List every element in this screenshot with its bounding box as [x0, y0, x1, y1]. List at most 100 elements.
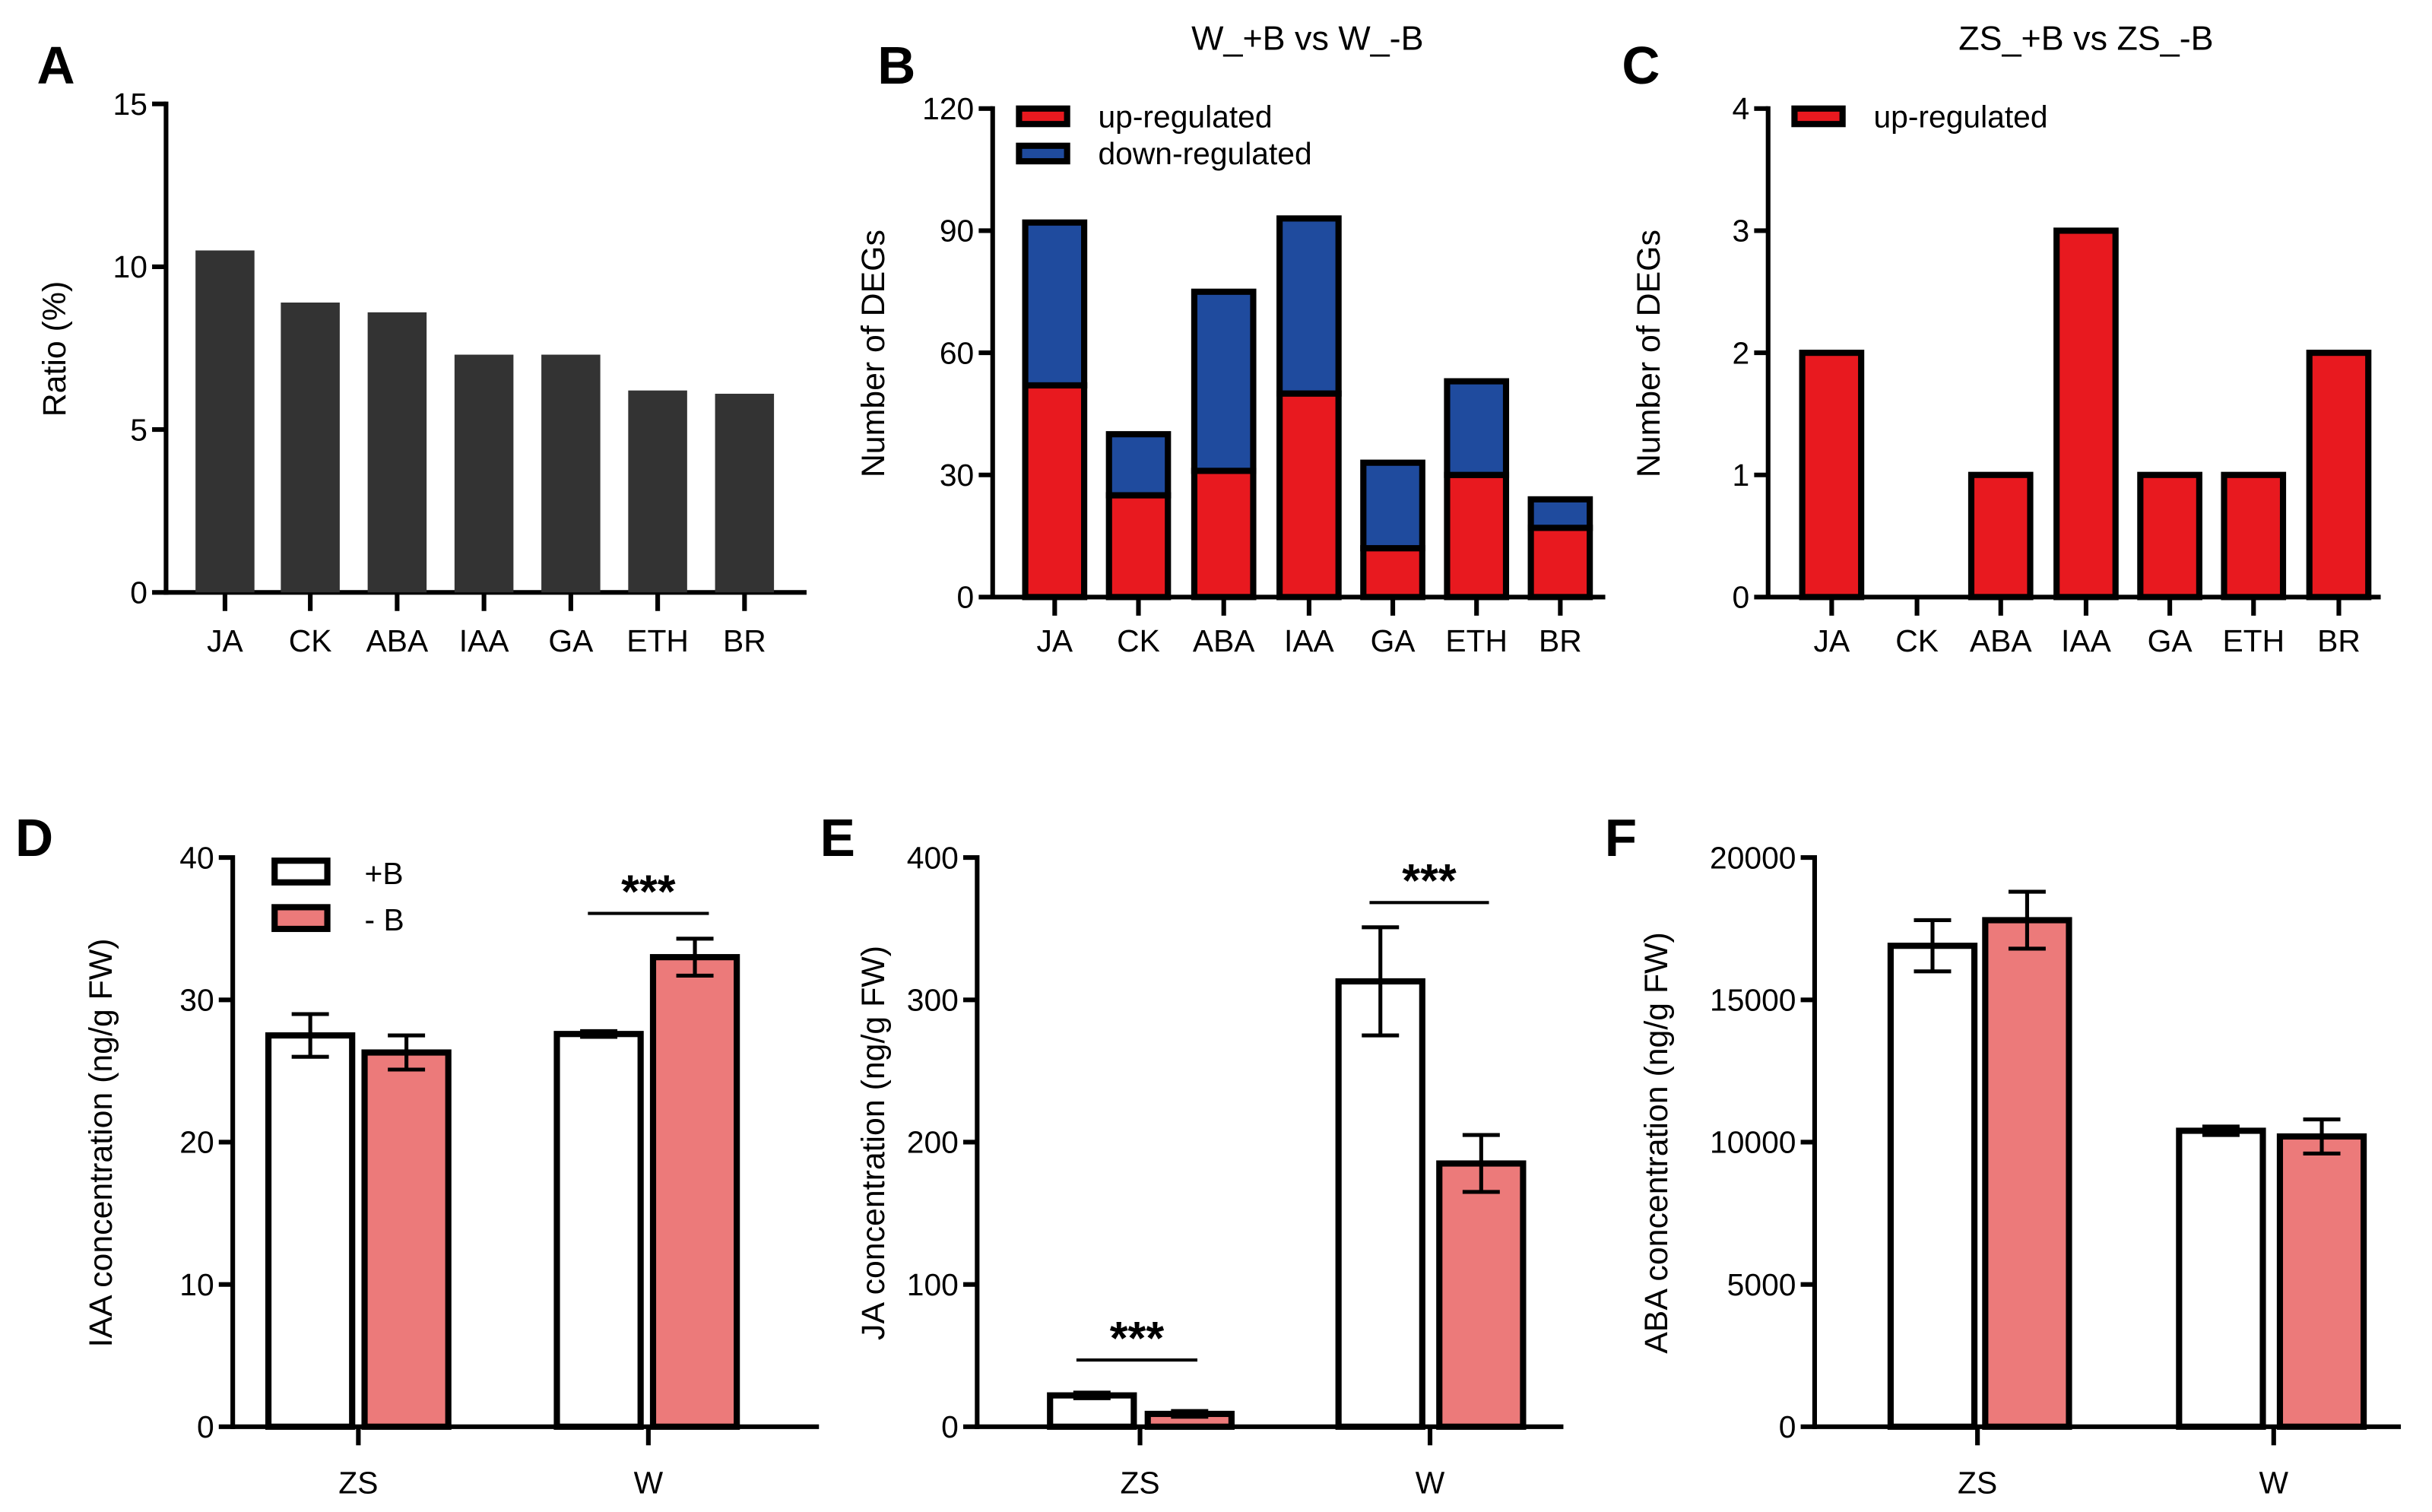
- x-tick-label: ABA: [366, 623, 429, 658]
- bar-W-+B: [1335, 978, 1425, 1430]
- panel-letter-A: A: [37, 36, 75, 95]
- y-axis-label: IAA concentration (ng/g FW): [83, 938, 119, 1347]
- bar-JA-down-regulated: [1022, 219, 1088, 389]
- y-tick-label: 2: [1733, 335, 1750, 370]
- x-tick-label: IAA: [459, 623, 510, 658]
- bar-W-+B: [553, 1031, 644, 1430]
- bar-W-- B: [1436, 1160, 1527, 1430]
- x-tick-label: BR: [2317, 623, 2361, 658]
- legend-swatch-up-regulated: [1016, 105, 1070, 128]
- bar-GA-up-regulated: [1360, 545, 1425, 601]
- significance-stars: ***: [621, 865, 676, 917]
- y-axis-label: JA concentration (ng/g FW): [855, 946, 892, 1340]
- bar-BR-up-regulated: [1527, 525, 1593, 601]
- y-tick-label: 200: [907, 1125, 959, 1160]
- x-tick-label: JA: [1814, 623, 1850, 658]
- bar-JA-up-regulated: [1022, 382, 1088, 601]
- x-tick-label: ZS: [1120, 1466, 1159, 1501]
- bar-IAA: [454, 354, 514, 593]
- y-tick-label: 15: [113, 87, 147, 122]
- y-tick-label: 120: [922, 91, 974, 126]
- bar-IAA-down-regulated: [1276, 215, 1342, 397]
- legend-label: - B: [365, 902, 404, 937]
- legend-label: up-regulated: [1873, 99, 2047, 134]
- legend-label: up-regulated: [1098, 99, 1272, 134]
- bar-ABA-up-regulated: [1967, 471, 2034, 601]
- bar-CK: [281, 303, 340, 593]
- panel-letter-D: D: [15, 808, 53, 867]
- x-tick-label: JA: [1037, 623, 1073, 658]
- x-tick-label: ETH: [626, 623, 689, 658]
- y-tick-label: 5: [130, 412, 147, 447]
- y-tick-label: 0: [130, 575, 147, 610]
- y-tick-label: 30: [940, 458, 974, 493]
- legend-label: down-regulated: [1098, 136, 1311, 171]
- panel-letter-F: F: [1605, 808, 1637, 867]
- legend-swatch-- B: [271, 904, 331, 933]
- y-tick-label: 30: [179, 983, 214, 1018]
- bar-ETH-down-regulated: [1444, 378, 1510, 478]
- y-tick-label: 0: [1733, 580, 1750, 615]
- x-tick-label: ZS: [338, 1466, 378, 1501]
- bar-ABA-up-regulated: [1191, 468, 1257, 601]
- x-tick-label: IAA: [1284, 623, 1335, 658]
- bar-GA-up-regulated: [2137, 471, 2202, 601]
- x-tick-label: W: [634, 1466, 664, 1501]
- x-tick-label: JA: [207, 623, 243, 658]
- y-tick-label: 10: [113, 249, 147, 284]
- chart-title: W_+B vs W_-B: [1191, 18, 1423, 57]
- x-tick-label: W: [2259, 1466, 2289, 1501]
- x-tick-label: IAA: [2061, 623, 2112, 658]
- bar-ZS-- B: [361, 1049, 452, 1430]
- x-tick-label: GA: [548, 623, 594, 658]
- x-tick-label: ABA: [1193, 623, 1255, 658]
- bar-JA-up-regulated: [1799, 350, 1865, 601]
- bar-ETH-up-regulated: [1444, 471, 1510, 601]
- x-tick-label: CK: [289, 623, 332, 658]
- legend-swatch-down-regulated: [1016, 142, 1070, 165]
- bar-BR-down-regulated: [1527, 496, 1593, 531]
- y-tick-label: 10000: [1710, 1125, 1796, 1160]
- bar-BR-up-regulated: [2306, 350, 2372, 601]
- bar-ABA: [367, 312, 427, 593]
- y-tick-label: 0: [941, 1409, 959, 1444]
- y-tick-label: 4: [1733, 91, 1750, 126]
- y-tick-label: 40: [179, 840, 214, 875]
- y-tick-label: 10: [179, 1267, 214, 1302]
- bar-ZS-- B: [1982, 917, 2072, 1430]
- y-tick-label: 0: [1779, 1409, 1796, 1444]
- significance-stars: ***: [1110, 1312, 1165, 1364]
- bar-ABA-down-regulated: [1191, 288, 1257, 474]
- bar-GA-down-regulated: [1360, 459, 1425, 552]
- y-tick-label: 60: [940, 335, 974, 370]
- bar-ETH-up-regulated: [2221, 471, 2287, 601]
- bar-GA: [541, 354, 601, 593]
- x-tick-label: BR: [723, 623, 766, 658]
- y-tick-label: 90: [940, 214, 974, 249]
- bar-ZS-+B: [1887, 943, 1978, 1430]
- bar-W-+B: [2176, 1127, 2266, 1430]
- y-tick-label: 1: [1733, 458, 1750, 493]
- bar-W-- B: [2276, 1133, 2367, 1430]
- panel-letter-B: B: [877, 36, 915, 95]
- significance-stars: ***: [1402, 854, 1457, 906]
- y-axis-label: Number of DEGs: [855, 230, 892, 477]
- x-tick-label: CK: [1895, 623, 1939, 658]
- bar-ETH: [628, 390, 687, 593]
- y-tick-label: 100: [907, 1267, 959, 1302]
- x-tick-label: W: [1416, 1466, 1445, 1501]
- y-tick-label: 15000: [1710, 983, 1796, 1018]
- bar-JA: [195, 250, 255, 593]
- bar-ZS-+B: [265, 1032, 356, 1430]
- panel-letter-E: E: [820, 808, 855, 867]
- x-tick-label: GA: [2148, 623, 2193, 658]
- x-tick-label: ZS: [1958, 1466, 1997, 1501]
- bar-W-- B: [649, 954, 740, 1430]
- y-tick-label: 400: [907, 840, 959, 875]
- chart-title: ZS_+B vs ZS_-B: [1958, 18, 2213, 57]
- x-tick-label: ABA: [1970, 623, 2032, 658]
- bar-IAA-up-regulated: [2053, 227, 2119, 601]
- legend-swatch-+B: [271, 857, 331, 886]
- x-tick-label: ETH: [1445, 623, 1508, 658]
